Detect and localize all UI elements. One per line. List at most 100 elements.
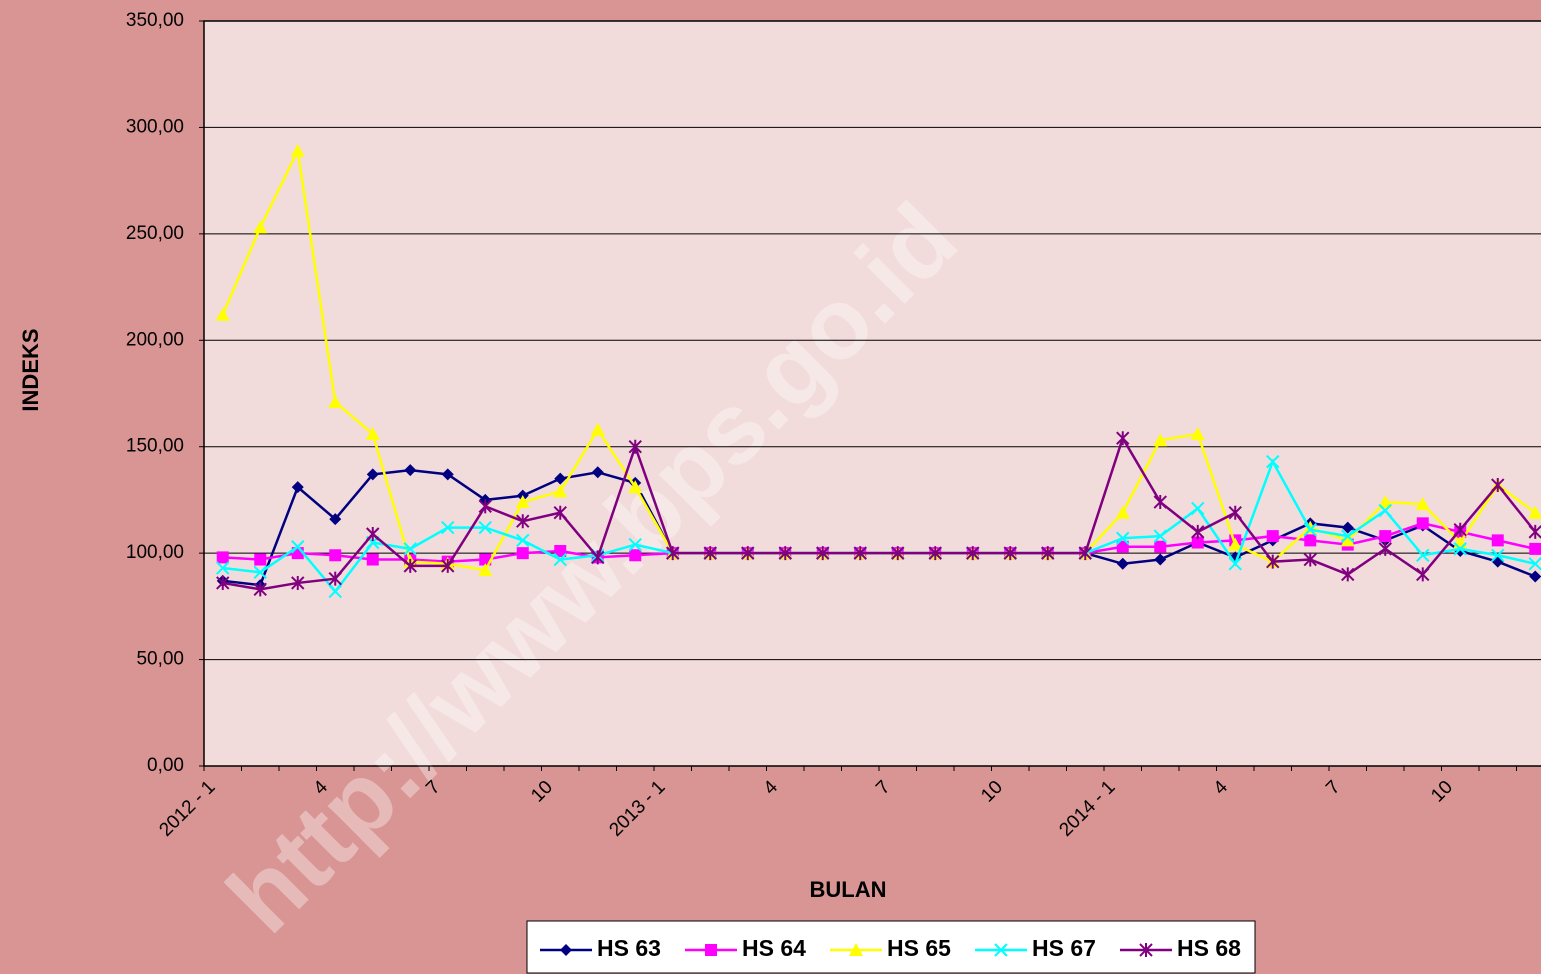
marker [253,582,267,597]
marker [329,513,342,526]
marker [441,558,455,573]
y-tick-label: 250,00 [126,223,184,244]
y-axis-title: INDEKS [18,328,43,411]
marker [441,520,455,535]
marker [403,542,417,556]
marker [628,480,643,494]
marker [666,546,680,561]
y-tick-label: 200,00 [126,329,184,350]
marker [1228,505,1242,520]
x-tick-label: 2012 - 1 [155,777,219,841]
marker [1304,534,1317,547]
marker [254,553,267,566]
marker [1528,505,1541,519]
x-tick-label: 10 [1427,777,1457,807]
marker [778,546,792,561]
marker [591,466,604,479]
marker [291,575,305,590]
marker [1228,557,1242,571]
marker [1153,529,1167,543]
marker [216,551,229,564]
legend-label: HS 67 [1032,935,1096,961]
marker [366,553,379,566]
marker [1266,554,1280,569]
x-tick-label: 10 [527,777,557,807]
marker [478,520,492,535]
marker [1378,495,1393,509]
marker [1529,542,1541,555]
marker [1453,522,1467,537]
marker [365,426,380,440]
marker [291,540,305,554]
marker [1153,433,1168,447]
marker [441,468,454,481]
marker [1041,546,1055,561]
marker [290,143,305,157]
marker [1115,505,1130,519]
marker [253,220,268,234]
marker [1191,524,1205,539]
marker [554,545,567,558]
marker [1191,536,1204,549]
marker [404,464,417,477]
marker [216,561,230,575]
marker [1340,533,1355,547]
marker [515,495,530,509]
marker [816,546,830,561]
marker [553,552,567,567]
y-tick-label: 100,00 [126,542,184,563]
marker [994,943,1008,957]
marker [1341,521,1354,534]
marker [1003,546,1017,561]
marker [966,546,980,561]
marker [328,571,342,586]
marker [216,575,230,590]
x-tick-label: 7 [872,777,894,799]
marker [849,943,863,956]
y-tick-label: 300,00 [126,116,184,137]
marker [1303,523,1317,537]
marker [478,499,492,514]
marker [553,505,567,520]
legend [526,920,1256,974]
marker [891,546,905,561]
marker [1116,531,1130,545]
x-tick-label: 4 [760,776,783,799]
series-line [222,435,1537,591]
marker [1078,546,1092,561]
marker [1528,557,1541,571]
marker [1116,540,1129,553]
marker [328,395,343,409]
marker [1528,524,1541,539]
marker [1341,529,1355,543]
x-tick-label: 10 [977,777,1007,807]
marker [741,546,755,561]
marker [1491,534,1504,547]
marker [1154,540,1167,553]
marker [1228,537,1243,551]
marker [591,550,605,565]
marker [1416,517,1429,530]
marker [253,565,267,580]
marker [705,944,717,956]
marker [628,439,642,454]
marker [590,422,605,436]
marker [1139,943,1153,957]
marker [1154,553,1167,566]
marker [1303,552,1317,567]
y-tick-label: 150,00 [126,436,184,457]
marker [516,547,529,560]
y-tick-label: 50,00 [136,649,184,670]
marker [1190,426,1205,440]
marker [403,558,417,573]
marker [1415,497,1430,511]
marker [1116,431,1130,446]
marker [366,468,379,481]
marker [853,546,867,561]
y-tick-label: 350,00 [126,10,184,31]
marker [291,481,304,494]
marker [554,472,567,485]
x-axis-title: BULAN [810,877,887,902]
marker [1266,454,1280,469]
